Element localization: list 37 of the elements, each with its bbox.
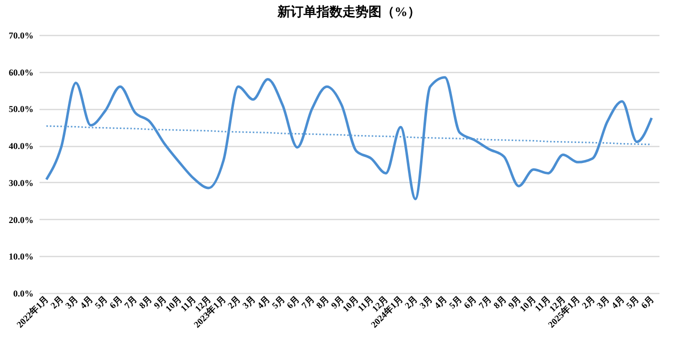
x-tick-label: 2月 xyxy=(580,294,597,311)
x-tick-label: 8月 xyxy=(314,294,331,311)
x-tick-label: 2月 xyxy=(402,294,420,311)
y-tick-label: 60.0% xyxy=(8,67,34,78)
x-tick-label: 2月 xyxy=(226,294,242,311)
x-tick-label: 5月 xyxy=(447,294,464,311)
y-tick-label: 70.0% xyxy=(8,30,34,40)
y-tick-label: 20.0% xyxy=(8,214,34,225)
x-tick-label: 3月 xyxy=(594,294,612,311)
x-tick-label: 4月 xyxy=(78,294,95,311)
x-tick-label: 5月 xyxy=(270,294,287,311)
y-tick-label: 0.0% xyxy=(13,288,34,298)
x-tick-label: 6月 xyxy=(639,294,656,311)
x-tick-label: 4月 xyxy=(255,294,272,311)
chart-title: 新订单指数走势图（%） xyxy=(276,4,420,19)
x-tick-label: 5月 xyxy=(92,294,110,311)
y-tick-label: 50.0% xyxy=(8,104,34,114)
x-tick-label: 6月 xyxy=(108,294,124,311)
x-tick-label: 4月 xyxy=(610,294,626,311)
x-tick-label: 6月 xyxy=(284,294,302,311)
x-tick-label: 7月 xyxy=(476,294,494,311)
x-tick-label: 3月 xyxy=(63,294,80,311)
x-tick-label: 7月 xyxy=(300,294,316,311)
y-tick-label: 40.0% xyxy=(8,141,34,152)
x-tick-label: 6月 xyxy=(462,294,479,311)
x-tick-label: 3月 xyxy=(418,294,434,311)
x-tick-label: 2月 xyxy=(48,294,66,311)
x-tick-label: 7月 xyxy=(122,294,139,311)
line-series xyxy=(45,76,653,200)
x-tick-label: 4月 xyxy=(432,294,449,311)
y-tick-label: 30.0% xyxy=(8,178,34,188)
x-tick-label: 8月 xyxy=(137,294,154,311)
x-tick-label: 8月 xyxy=(491,294,508,311)
y-tick-label: 10.0% xyxy=(8,252,34,262)
line-series xyxy=(46,125,652,146)
x-tick-label: 5月 xyxy=(624,294,641,311)
x-tick-label: 3月 xyxy=(240,294,258,311)
